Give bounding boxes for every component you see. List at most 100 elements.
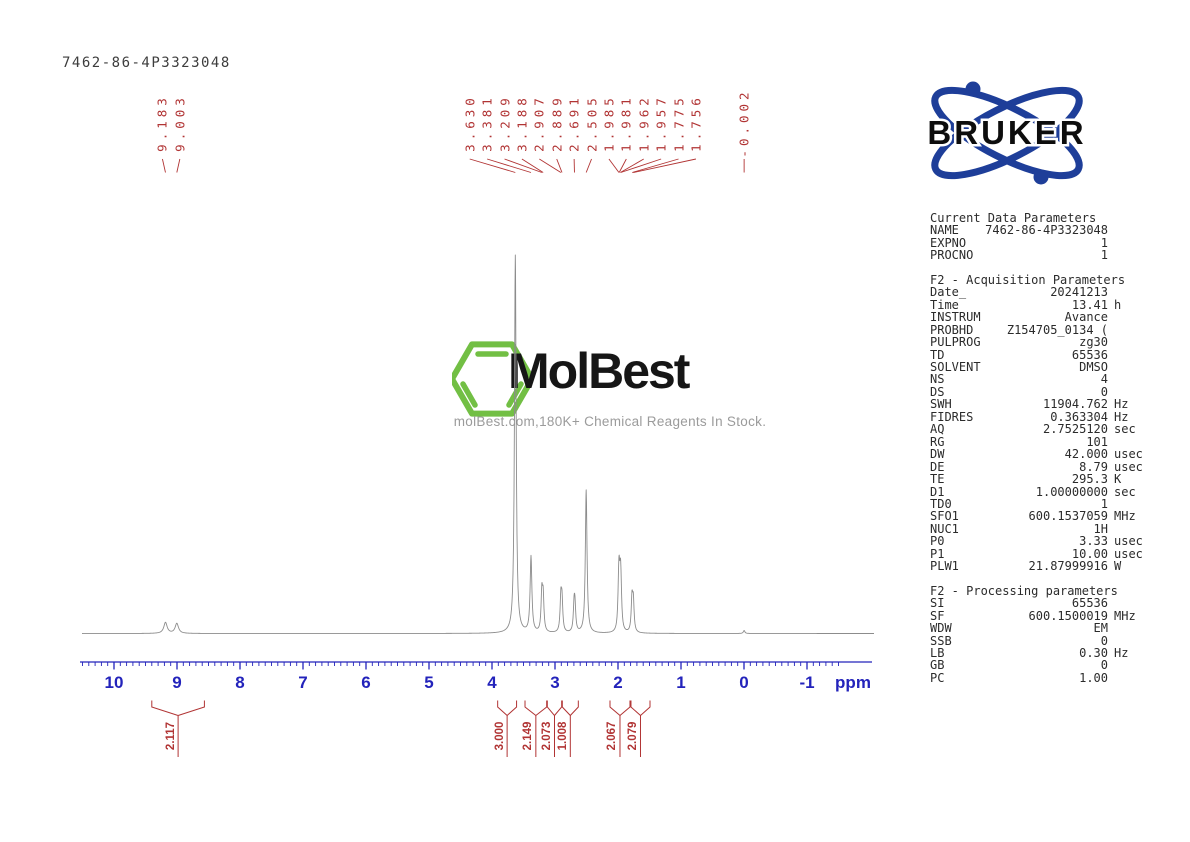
- axis-unit-label: ppm: [835, 673, 871, 692]
- parameter-label: LB: [930, 645, 945, 660]
- peak-leader-line: [556, 158, 563, 173]
- parameter-unit: sec: [1114, 484, 1136, 499]
- peak-leader-line: [608, 158, 620, 173]
- integral-value: 2.117: [164, 721, 177, 751]
- parameter-value: 10.00: [1071, 546, 1108, 561]
- peak-shift-label: 2.889: [549, 94, 565, 152]
- parameter-label: PC: [930, 670, 945, 685]
- axis-tick-label: 8: [235, 673, 245, 692]
- parameter-unit: K: [1114, 472, 1122, 487]
- parameter-unit: [1108, 249, 1154, 261]
- integral-value: 2.067: [606, 721, 619, 751]
- watermark-brand-text: MolBest: [508, 343, 690, 399]
- parameter-row: PLW1 21.87999916 W: [930, 560, 1154, 573]
- parameter-label: TE: [930, 472, 945, 487]
- peak-shift-label: 2.505: [584, 94, 600, 152]
- parameter-row: FIDRES 0.363304 Hz: [930, 409, 1154, 424]
- parameter-label: PROBHD: [930, 322, 974, 337]
- parameter-value: 600.1500019: [1028, 608, 1108, 623]
- parameter-value: 65536: [1071, 596, 1108, 611]
- parameter-value: 65536: [1071, 347, 1108, 362]
- parameter-label: PROCNO: [930, 248, 974, 263]
- parameter-value: 1: [1100, 235, 1108, 250]
- bruker-logo: BRUKER: [915, 80, 1100, 195]
- parameter-row: P1 10.00 usec: [930, 546, 1154, 561]
- parameter-row: NUC1 1H: [930, 521, 1154, 536]
- parameter-unit: Hz: [1114, 409, 1129, 424]
- parameter-row: SI 65536: [930, 596, 1154, 611]
- parameter-value: 0: [1100, 384, 1108, 399]
- parameter-value: DMSO: [1079, 359, 1108, 374]
- parameter-row: LB 0.30 Hz: [930, 645, 1154, 660]
- parameter-value: 295.3: [1071, 472, 1108, 487]
- parameter-label: D1: [930, 484, 945, 499]
- parameter-unit: [1108, 224, 1154, 236]
- parameter-unit: usec: [1114, 447, 1143, 462]
- peak-shift-label: 3.381: [479, 94, 495, 152]
- peak-shift-label: 1.775: [671, 94, 687, 152]
- parameter-label: P0: [930, 534, 945, 549]
- parameter-label: DS: [930, 384, 945, 399]
- parameter-row: SF 600.1500019 MHz: [930, 608, 1154, 623]
- parameter-unit: MHz: [1114, 509, 1136, 524]
- axis-tick-label: 5: [424, 673, 434, 692]
- parameter-unit: [1108, 622, 1154, 634]
- parameter-value: 1H: [1093, 521, 1108, 536]
- parameter-row: PROCNO 1: [930, 248, 1154, 263]
- parameter-value: 101: [1086, 434, 1108, 449]
- parameter-label: NUC1: [930, 521, 959, 536]
- parameter-unit: sec: [1114, 422, 1136, 437]
- parameter-unit: [1108, 361, 1154, 373]
- peak-leader-line: [504, 158, 542, 173]
- parameter-unit: Hz: [1114, 397, 1129, 412]
- parameter-label: RG: [930, 434, 945, 449]
- parameter-unit: MHz: [1114, 608, 1136, 623]
- parameter-unit: [1108, 672, 1154, 684]
- parameter-value: Avance: [1064, 310, 1108, 325]
- peak-leader-line: [486, 158, 532, 173]
- parameter-row: PC 1.00: [930, 670, 1154, 685]
- axis-tick-label: 10: [104, 673, 124, 692]
- parameter-unit: [1108, 597, 1154, 609]
- parameter-label: SI: [930, 596, 945, 611]
- parameter-unit: [1108, 373, 1154, 385]
- peak-shift-label: 1.756: [688, 94, 704, 152]
- parameter-unit: [1108, 659, 1154, 671]
- parameter-row: P0 3.33 usec: [930, 534, 1154, 549]
- parameter-label: INSTRUM: [930, 310, 981, 325]
- parameter-label: SFO1: [930, 509, 959, 524]
- parameter-value: 42.000: [1064, 447, 1108, 462]
- peak-leader-line: [632, 158, 679, 173]
- parameter-unit: usec: [1114, 534, 1143, 549]
- parameter-unit: [1108, 349, 1154, 361]
- parameter-label: SOLVENT: [930, 359, 981, 374]
- parameter-value: 20241213: [1050, 285, 1108, 300]
- parameter-label: FIDRES: [930, 409, 974, 424]
- parameter-row: EXPNO 1: [930, 235, 1154, 250]
- parameter-value: EM: [1093, 621, 1108, 636]
- parameter-section: F2 - Acquisition Parameters Date_ 20241213…: [930, 272, 1180, 573]
- parameter-label: AQ: [930, 422, 945, 437]
- parameter-row: DW 42.000 usec: [930, 447, 1154, 462]
- peak-shift-label: 2.907: [531, 94, 547, 152]
- spectrum-trace: [81, 254, 874, 634]
- integral-value: 2.073: [540, 721, 553, 751]
- parameter-section-heading: Current Data Parameters: [930, 211, 1097, 225]
- parameter-unit: [1108, 237, 1154, 249]
- peak-leader-line: [469, 158, 516, 173]
- axis-tick-label: -1: [799, 673, 815, 692]
- parameter-row: TE 295.3 K: [930, 472, 1154, 487]
- parameter-value: zg30: [1079, 335, 1108, 350]
- peak-shift-label: -0.002: [736, 88, 752, 158]
- parameter-value: 1: [1100, 248, 1108, 263]
- parameter-label: DW: [930, 447, 945, 462]
- parameter-section-heading: F2 - Processing parameters: [930, 583, 1118, 598]
- parameter-row: AQ 2.7525120 sec: [930, 422, 1154, 437]
- peak-shift-label: 1.985: [601, 94, 617, 152]
- parameter-label: GB: [930, 658, 945, 673]
- parameter-value: 11904.762: [1042, 397, 1108, 412]
- parameter-section-heading: F2 - Acquisition Parameters: [930, 272, 1126, 287]
- axis-tick-label: 3: [550, 673, 560, 692]
- parameter-row: NAME 7462-86-4P3323048: [930, 224, 1154, 237]
- integral-value: 3.000: [493, 721, 506, 751]
